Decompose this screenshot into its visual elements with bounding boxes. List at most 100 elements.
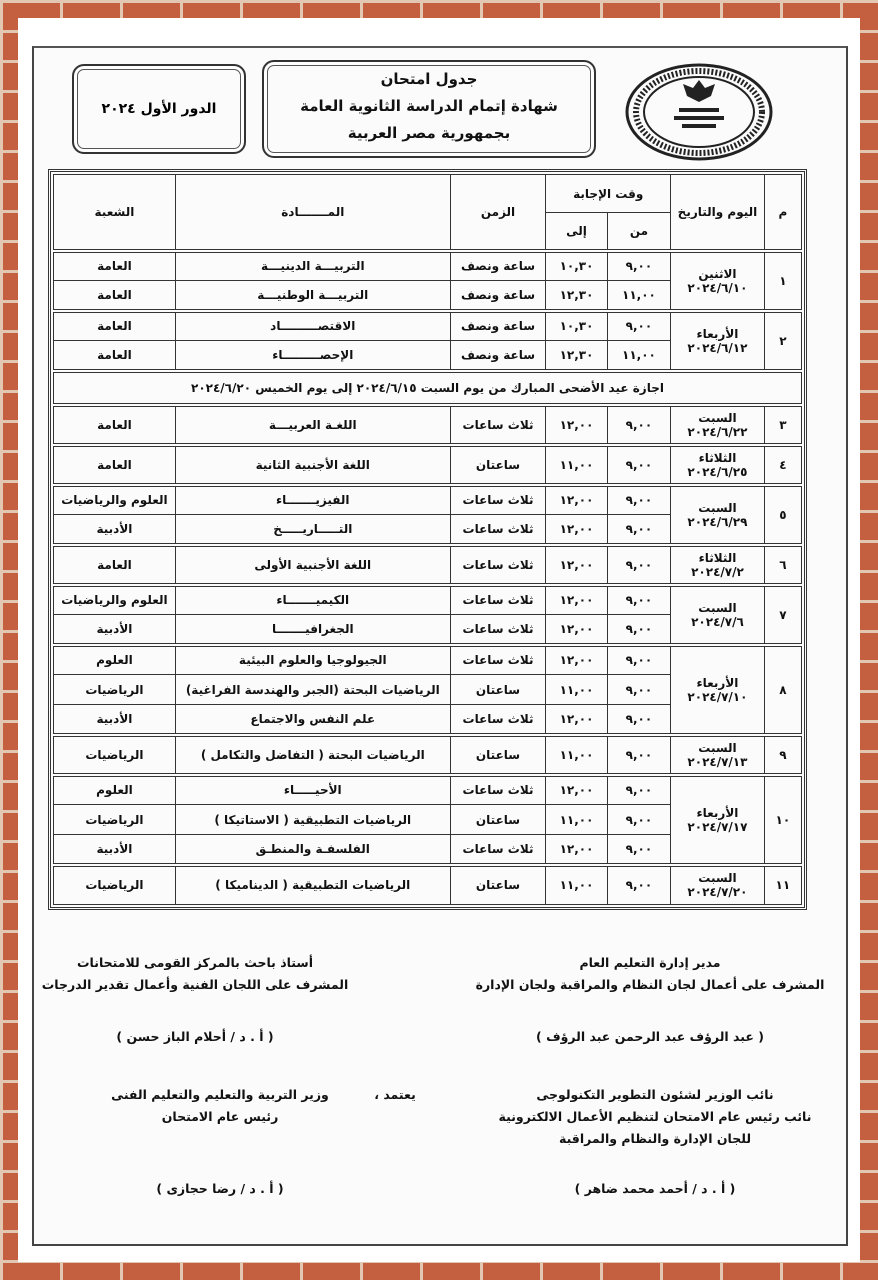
subject: التربيـــة الدينيـــة [174,248,451,281]
table-row: ٤ الثلاثاء ٢٠٢٤/٦/٢٥ ٩,٠٠ ١١,٠٠ ساعتان اللغة ا… [53,442,803,485]
start-time: ٩,٠٠ [606,582,672,615]
day-name: السبت [698,600,737,615]
session-label: الدور الأول ٢٠٢٤ [101,101,217,117]
subject: اللغة الأجنبية الأولى [174,542,451,585]
division: الرياضيات [53,674,176,705]
end-time: ١٢,٠٠ [545,614,608,645]
duration: ثلاث ساعات [449,642,547,675]
schedule-body: ١ الاثنين ٢٠٢٤/٦/١٠ ٩,٠٠ ١٠,٣٠ ساعة ونصف الترب… [53,248,803,905]
day-date-cell: السبت ٢٠٢٤/٦/٢٢ [670,402,765,445]
start-time: ٩,٠٠ [606,614,672,645]
day-name: الأربعاء [696,675,739,690]
signature-role: المشرف على اللجان الفنية وأعمال تقدير ال… [41,977,349,992]
subject: الفيزيـــــــاء [174,482,451,515]
start-time: ٩,٠٠ [606,308,672,341]
subject: الجيولوجيا والعلوم البيئية [174,642,451,675]
header-answer-time: وقت الإجابة [545,174,672,213]
duration: ثلاث ساعات [449,514,547,545]
header-num: م [763,174,803,251]
start-time: ٩,٠٠ [606,248,672,281]
exam-date: ٢٠٢٤/٦/٢٥ [687,464,748,479]
exam-date: ٢٠٢٤/٦/١٠ [687,280,748,295]
signature-general-education: مدير إدارة التعليم العام المشرف على أعما… [470,952,830,1048]
division: الرياضيات [53,732,176,775]
start-time: ٩,٠٠ [606,442,672,485]
duration: ساعة ونصف [449,340,547,371]
header-from: من [606,212,672,251]
end-time: ١٢,٠٠ [545,514,608,545]
signature-minister: وزير التربية والتعليم والتعليم الفنى رئي… [90,1084,350,1200]
table-row: ١ الاثنين ٢٠٢٤/٦/١٠ ٩,٠٠ ١٠,٣٠ ساعة ونصف الترب… [53,248,803,311]
division: العلوم [53,772,176,805]
duration: ثلاث ساعات [449,542,547,585]
duration: ثلاث ساعات [449,704,547,735]
title-line-2: شهادة إتمام الدراسة الثانوية العامة [300,97,558,115]
signature-name: ( أ . د / أحمد محمد ضاهر ) [574,1181,736,1196]
signature-research-professor: أستاذ باحث بالمركز القومى للامتحانات الم… [40,952,350,1048]
header-day-date: اليوم والتاريخ [670,174,765,251]
end-time: ١٢,٠٠ [545,582,608,615]
subject: الاقتصـــــــــاد [174,308,451,341]
division: العلوم والرياضيات [53,482,176,515]
subject: علم النفس والاجتماع [174,704,451,735]
subject: التـــــاريـــــخ [174,514,451,545]
title-line-3: بجمهورية مصر العربية [347,124,511,142]
table-row: ١١,٠٠ ١٢,٣٠ ساعة ونصف التربيـــة الوطنيـــة… [53,280,802,311]
table-row: ٣ السبت ٢٠٢٤/٦/٢٢ ٩,٠٠ ١٢,٠٠ ثلاث ساعات اللغـة… [53,402,803,445]
duration: ساعتان [449,674,547,705]
table-row: ٧ السبت ٢٠٢٤/٧/٦ ٩,٠٠ ١٢,٠٠ ثلاث ساعات الكيميـ… [53,582,803,645]
exam-date: ٢٠٢٤/٧/١٣ [687,754,748,769]
subject: اللغة الأجنبية الثانية [174,442,451,485]
duration: ساعتان [449,442,547,485]
subject: الجغرافيـــــــا [174,614,451,645]
division: العامة [53,402,176,445]
end-time: ١١,٠٠ [545,674,608,705]
header-division: الشعبة [53,174,176,251]
subject: التربيـــة الوطنيـــة [174,280,451,311]
day-date-cell: السبت ٢٠٢٤/٧/٦ [670,582,765,645]
subject: الإحصـــــــــاء [174,340,451,371]
table-row: ١٠ الأربعاء ٢٠٢٤/٧/١٧ ٩,٠٠ ١٢,٠٠ ثلاث ساعات ال… [53,772,803,865]
start-time: ٩,٠٠ [606,482,672,515]
start-time: ١١,٠٠ [606,340,672,371]
signature-name: ( عبد الرؤف عبد الرحمن عبد الرؤف ) [536,1029,764,1044]
table-row: ٢ الأربعاء ٢٠٢٤/٦/١٢ ٩,٠٠ ١٠,٣٠ ساعة ونصف الاق… [53,308,803,371]
header-to: إلى [545,212,608,251]
start-time: ٩,٠٠ [606,704,672,735]
start-time: ٩,٠٠ [606,732,672,775]
exam-number: ٤ [763,442,803,485]
subject: الرياضيات التطبيقية ( الديناميكا ) [174,862,451,905]
exam-number: ١١ [763,862,803,905]
session-box: الدور الأول ٢٠٢٤ [72,64,246,154]
exam-number: ٣ [763,402,803,445]
start-time: ١١,٠٠ [606,280,672,311]
duration: ساعتان [449,732,547,775]
duration: ثلاث ساعات [449,614,547,645]
duration: ساعتان [449,862,547,905]
subject: الرياضيات البحتة ( التفاضل والتكامل ) [174,732,451,775]
duration: ثلاث ساعات [449,482,547,515]
division: العلوم [53,642,176,675]
duration: ثلاث ساعات [449,402,547,445]
end-time: ١١,٠٠ [545,862,608,905]
day-date-cell: الأربعاء ٢٠٢٤/٧/١٠ [670,642,765,735]
division: العامة [53,542,176,585]
exam-date: ٢٠٢٤/٧/٢٠ [687,885,748,900]
exam-schedule-table: م اليوم والتاريخ وقت الإجابة الزمن المــ… [48,169,807,910]
day-name: الأربعاء [696,805,739,820]
end-time: ١٢,٠٠ [545,542,608,585]
day-name: السبت [698,871,737,886]
end-time: ١١,٠٠ [545,442,608,485]
end-time: ١٢,٠٠ [545,834,608,865]
title-line-1: جدول امتحان [380,70,478,88]
division: الرياضيات [53,804,176,835]
signature-title: نائب الوزير لشئون التطوير التكنولوجى [536,1087,774,1102]
end-time: ١٢,٠٠ [545,704,608,735]
header-subject: المـــــــادة [174,174,451,251]
division: الأدبية [53,834,176,865]
signature-name: ( أ . د / رضا حجازى ) [156,1181,284,1196]
table-row: ٩,٠٠ ١٢,٠٠ ثلاث ساعات الفلسفـة والمنطـق الأد… [53,834,802,865]
table-row: ٩ السبت ٢٠٢٤/٧/١٣ ٩,٠٠ ١١,٠٠ ساعتان الرياضيات … [53,732,803,775]
start-time: ٩,٠٠ [606,862,672,905]
exam-number: ٩ [763,732,803,775]
